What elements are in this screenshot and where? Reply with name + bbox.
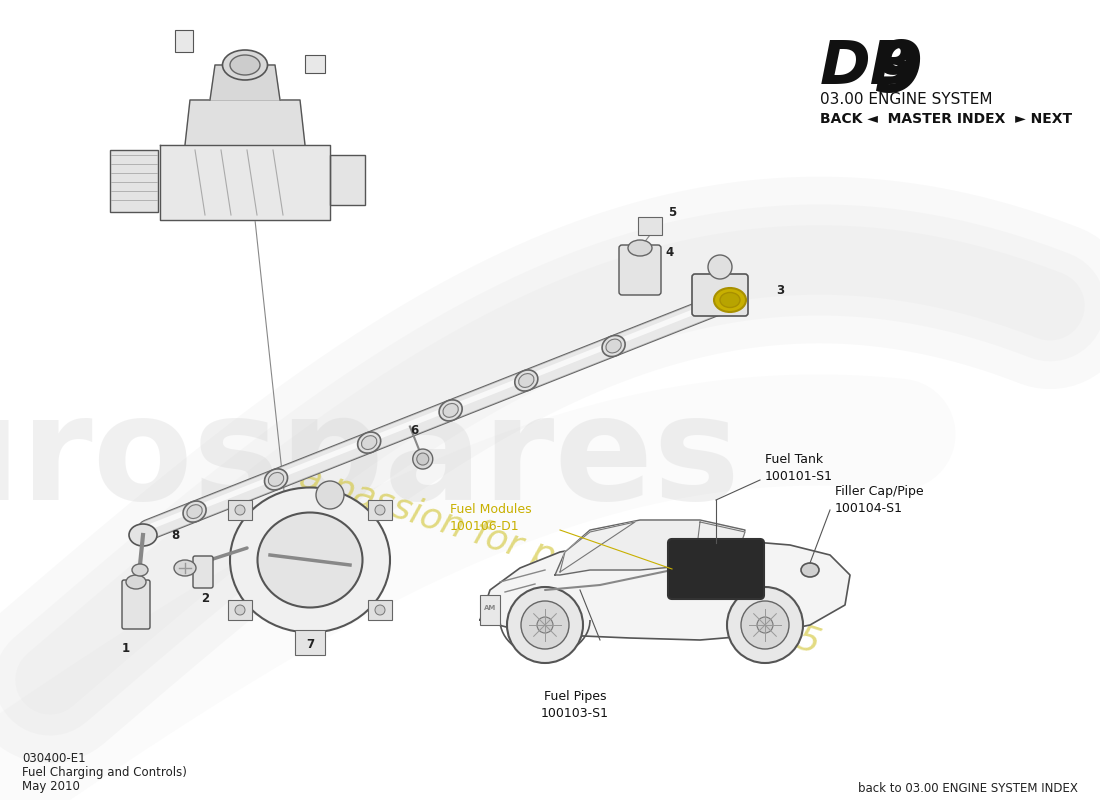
Circle shape [235,505,245,515]
Ellipse shape [606,339,621,353]
Circle shape [375,605,385,615]
Bar [175,30,192,52]
Text: 1: 1 [122,642,130,655]
Polygon shape [210,65,280,100]
Polygon shape [480,540,850,640]
Bar [228,500,252,520]
Text: 7: 7 [306,638,315,651]
FancyBboxPatch shape [619,245,661,295]
Circle shape [537,617,553,633]
Text: Fuel Tank
100101-S1: Fuel Tank 100101-S1 [764,453,833,483]
Text: 3: 3 [776,283,784,297]
Bar [638,217,662,235]
Polygon shape [556,520,745,575]
Ellipse shape [602,335,625,357]
Text: BACK ◄  MASTER INDEX  ► NEXT: BACK ◄ MASTER INDEX ► NEXT [820,112,1072,126]
FancyBboxPatch shape [668,539,764,599]
Text: Filler Cap/Pipe
100104-S1: Filler Cap/Pipe 100104-S1 [835,485,924,515]
Text: 6: 6 [410,424,419,437]
Ellipse shape [443,403,459,418]
Bar [368,500,392,520]
Ellipse shape [129,524,157,546]
Circle shape [741,601,789,649]
Text: 9: 9 [872,38,922,107]
Polygon shape [185,100,305,145]
Ellipse shape [801,563,820,577]
Ellipse shape [515,370,538,391]
Ellipse shape [183,501,206,522]
Ellipse shape [628,240,652,256]
Text: Fuel Modules
100106-D1: Fuel Modules 100106-D1 [450,503,531,533]
Bar [368,600,392,620]
Ellipse shape [358,432,381,453]
Circle shape [375,505,385,515]
Circle shape [235,605,245,615]
Ellipse shape [439,400,462,421]
Circle shape [708,255,732,279]
Ellipse shape [264,469,287,490]
Text: Fuel Pipes
100103-S1: Fuel Pipes 100103-S1 [541,690,609,720]
Circle shape [316,481,344,509]
Circle shape [507,587,583,663]
Circle shape [412,449,432,469]
Ellipse shape [720,293,740,307]
Polygon shape [560,522,635,572]
Ellipse shape [187,505,202,518]
Bar [305,55,324,73]
Ellipse shape [268,473,284,486]
Text: Fuel Charging and Controls): Fuel Charging and Controls) [22,766,187,779]
Bar [110,150,158,212]
Ellipse shape [126,575,146,589]
Text: 03.00 ENGINE SYSTEM: 03.00 ENGINE SYSTEM [820,92,992,107]
Circle shape [727,587,803,663]
Ellipse shape [222,50,267,80]
Polygon shape [160,145,330,220]
Ellipse shape [518,374,534,387]
Polygon shape [695,522,745,563]
Ellipse shape [257,513,363,607]
Text: 2: 2 [201,592,209,605]
Bar [480,595,501,625]
Text: back to 03.00 ENGINE SYSTEM INDEX: back to 03.00 ENGINE SYSTEM INDEX [858,782,1078,795]
FancyBboxPatch shape [692,274,748,316]
Ellipse shape [714,288,746,312]
Text: 030400-E1: 030400-E1 [22,752,86,765]
Bar [228,600,252,620]
Text: 8: 8 [170,529,179,542]
Text: DB: DB [820,38,917,97]
Ellipse shape [174,560,196,576]
Circle shape [417,453,429,465]
Ellipse shape [132,564,148,576]
Text: 4: 4 [666,246,673,258]
Ellipse shape [230,487,390,633]
Text: eurospares: eurospares [0,390,741,530]
Text: 5: 5 [668,206,676,219]
Ellipse shape [230,55,260,75]
FancyBboxPatch shape [122,580,150,629]
FancyBboxPatch shape [192,556,213,588]
Bar [330,155,365,205]
Text: AM: AM [484,605,496,611]
Text: a passion for parts since 1985: a passion for parts since 1985 [295,459,825,661]
Bar [295,630,324,655]
Circle shape [521,601,569,649]
Ellipse shape [362,436,377,450]
Circle shape [757,617,773,633]
Text: May 2010: May 2010 [22,780,80,793]
